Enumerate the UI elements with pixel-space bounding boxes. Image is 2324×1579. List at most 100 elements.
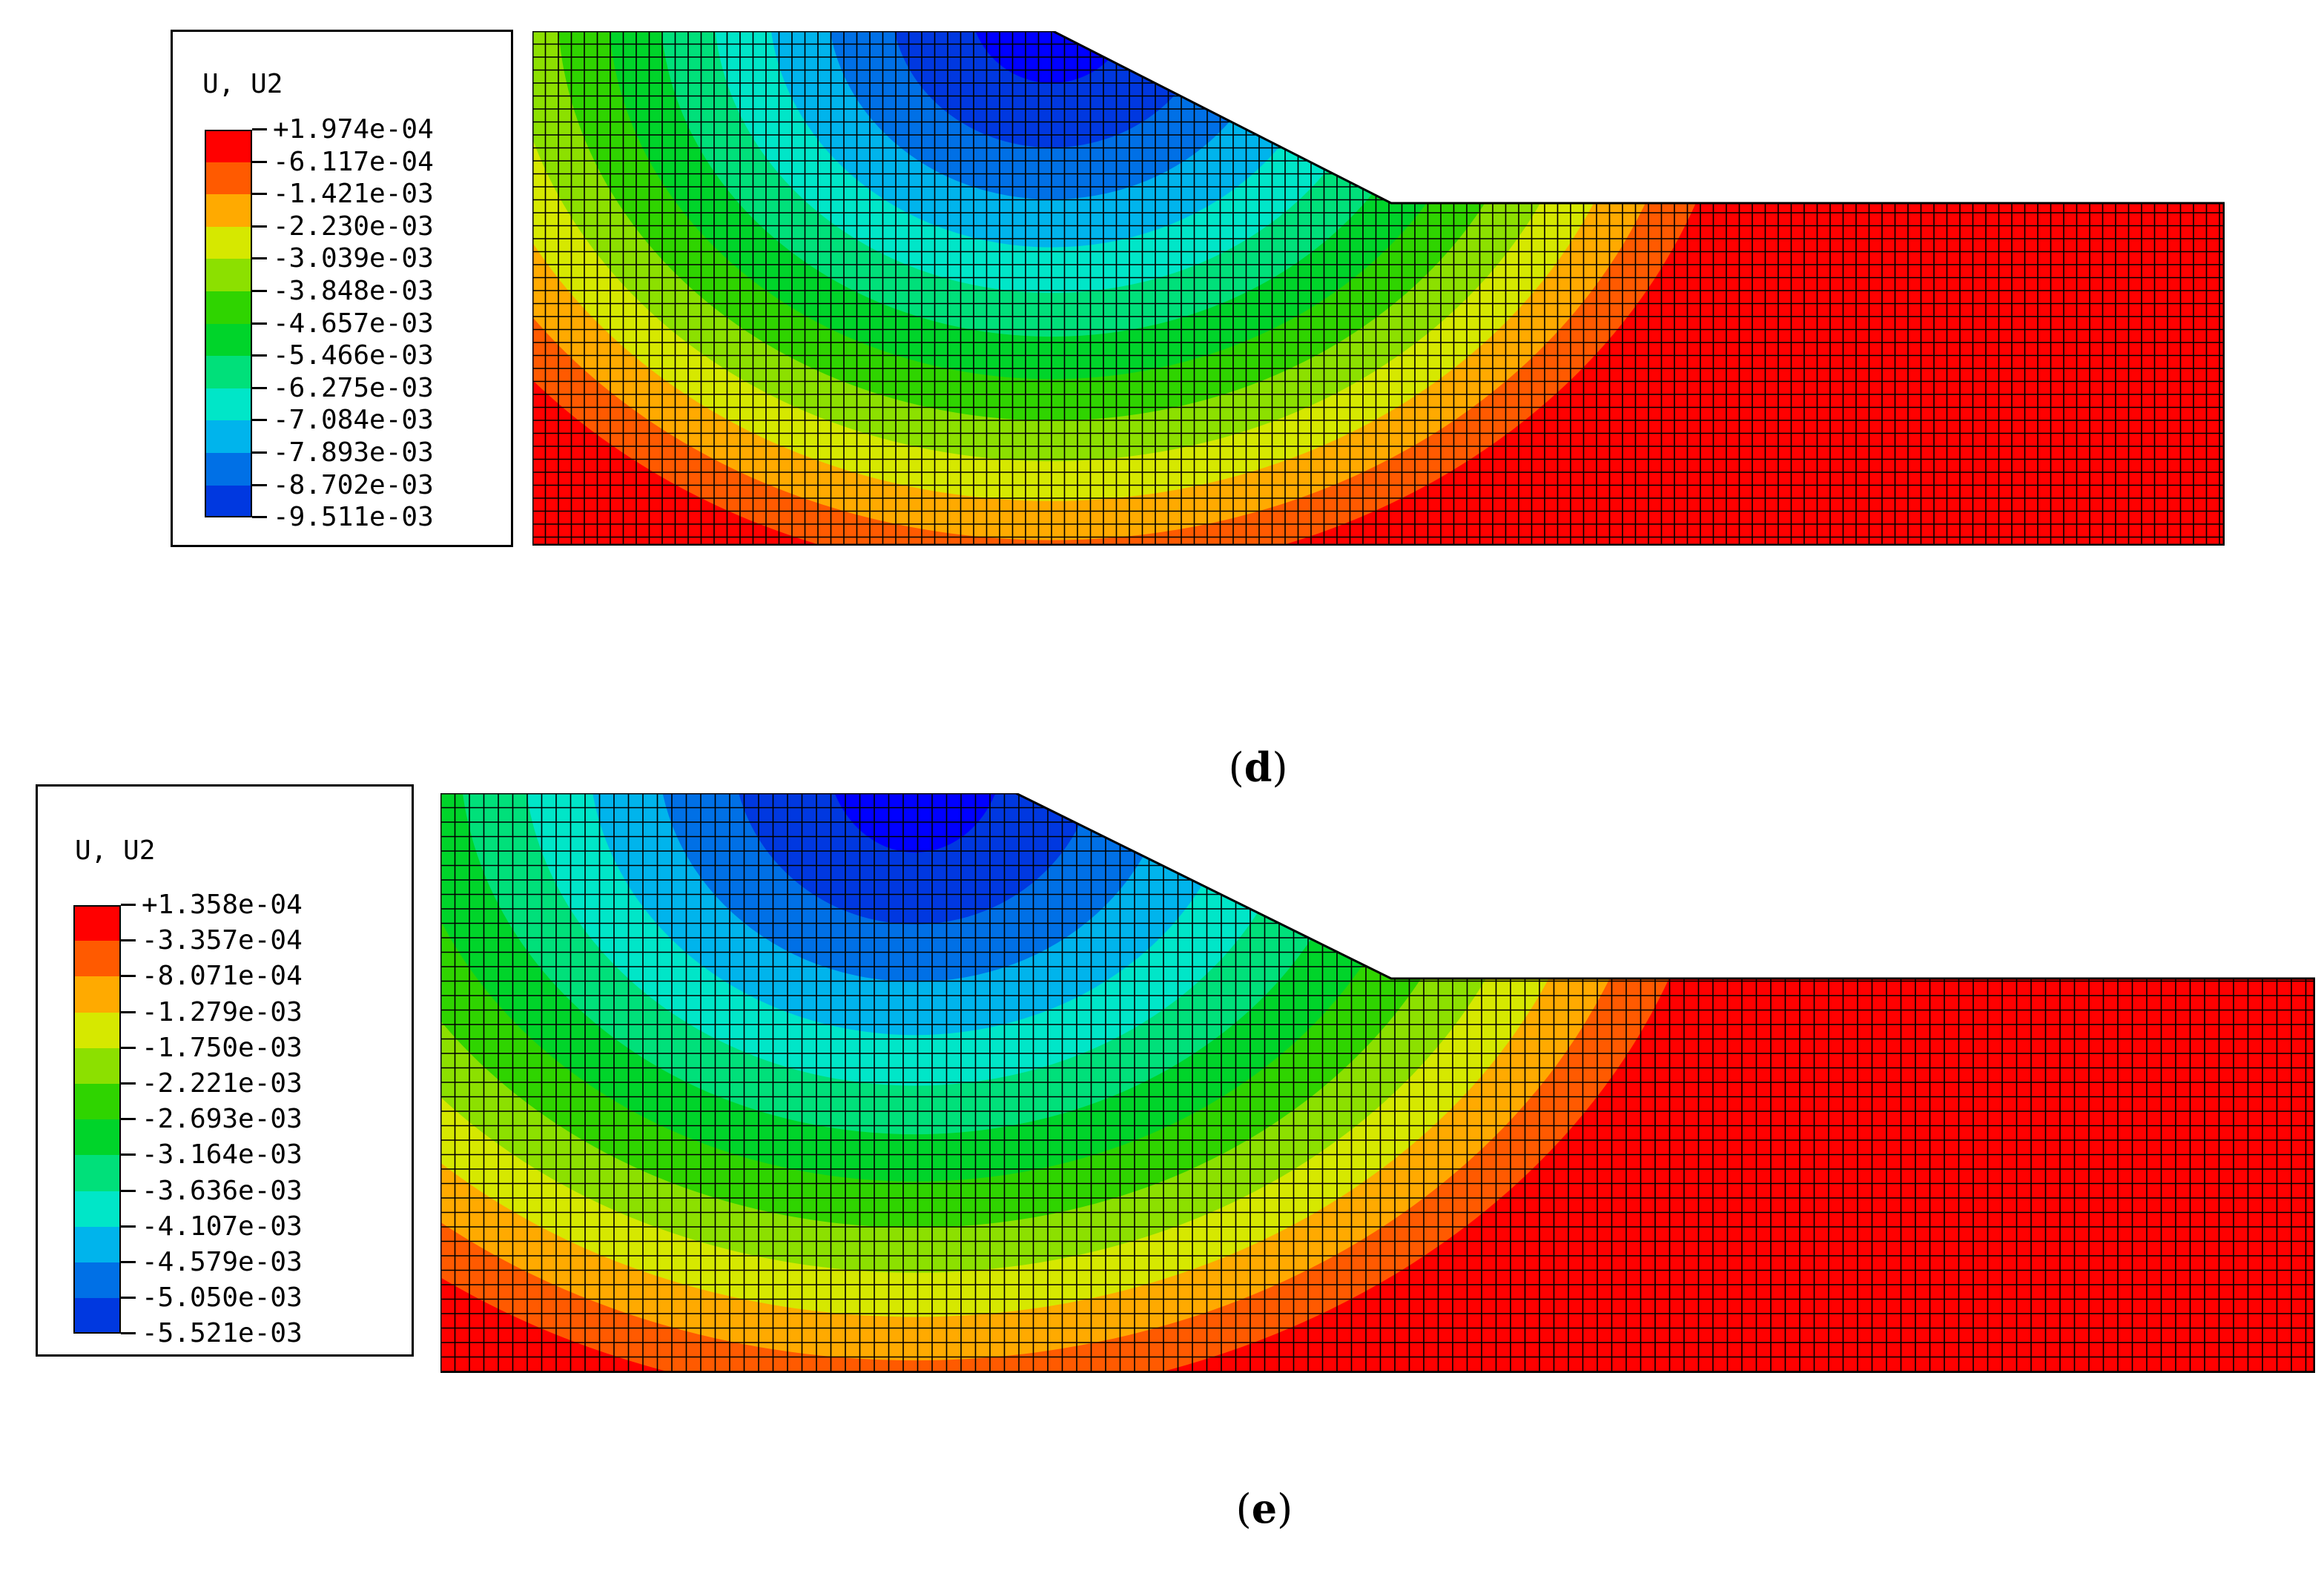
legend-tick	[121, 939, 136, 942]
legend-entry: -5.050e-03	[73, 1282, 400, 1334]
contour-band	[891, 31, 1212, 148]
legend-tick	[121, 1332, 136, 1335]
legend-entry: -1.279e-03	[73, 997, 400, 1048]
caption-e: (e)	[1185, 1438, 1293, 1579]
legend-swatch	[73, 1155, 121, 1191]
legend-label: -2.221e-03	[142, 1068, 303, 1099]
legend-tick	[121, 975, 136, 978]
legend-label: -8.071e-04	[142, 961, 303, 992]
legend-tick	[121, 1046, 136, 1049]
panel-e: U, U2 +1.358e-04 -3.357e-04 -8.071e-04 -1.2…	[0, 756, 2324, 1532]
legend-tick	[121, 1261, 136, 1263]
legend-swatch	[205, 388, 252, 421]
legend-scale-d: +1.974e-04 -6.117e-04 -1.421e-03 -2.230e-03…	[205, 114, 516, 552]
legend-tick	[121, 1225, 136, 1228]
legend-tick	[252, 128, 267, 130]
legend-entry: -3.164e-03	[73, 1139, 400, 1191]
legend-tick	[121, 1153, 136, 1156]
legend-tick	[121, 904, 136, 906]
legend-swatch	[205, 130, 252, 162]
legend-label: -1.279e-03	[142, 996, 303, 1027]
caption-e-close: )	[1277, 1486, 1293, 1532]
legend-swatch	[73, 905, 121, 941]
legend-title-d: U, U2	[202, 69, 283, 99]
domain-outline	[532, 31, 2225, 546]
legend-entry: -3.357e-04	[73, 925, 400, 977]
legend-tick	[252, 516, 267, 519]
legend-swatch	[205, 226, 252, 259]
domain-outline	[440, 793, 2315, 1373]
legend-d: U, U2 +1.974e-04 -6.117e-04 -1.421e-03 -2.2…	[171, 30, 513, 547]
legend-entry: +1.974e-04	[205, 114, 531, 162]
legend-entry: -3.636e-03	[73, 1176, 400, 1227]
legend-label: -5.050e-03	[142, 1282, 303, 1314]
legend-entry: -3.848e-03	[205, 276, 531, 324]
legend-bottom-edge	[205, 516, 252, 518]
caption-d-open: (	[1228, 744, 1244, 791]
legend-tick	[252, 322, 267, 325]
legend-label: -7.893e-03	[273, 437, 434, 468]
legend-entry: -3.039e-03	[205, 243, 531, 291]
legend-tick	[121, 1082, 136, 1085]
legend-swatch	[205, 194, 252, 227]
legend-tick	[252, 483, 267, 486]
legend-scale-e: +1.358e-04 -3.357e-04 -8.071e-04 -1.279e-03…	[73, 890, 407, 1350]
legend-entry: -4.107e-03	[73, 1211, 400, 1262]
legend-tick	[252, 354, 267, 357]
legend-tick	[252, 386, 267, 389]
legend-swatch	[205, 259, 252, 291]
legend-label: -4.579e-03	[142, 1247, 303, 1277]
legend-tick	[252, 419, 267, 422]
contour-plot-d	[532, 31, 2225, 546]
caption-e-letter: e	[1251, 1485, 1278, 1532]
legend-label: -3.636e-03	[142, 1175, 303, 1206]
legend-tick	[121, 1297, 136, 1300]
legend-label: +1.974e-04	[273, 114, 434, 145]
legend-label: -3.039e-03	[273, 243, 434, 274]
legend-label: -7.084e-03	[273, 405, 434, 436]
legend-entry: -8.071e-04	[73, 961, 400, 1013]
legend-tick	[252, 257, 267, 260]
legend-swatch	[205, 162, 252, 195]
contour-band	[826, 793, 1004, 853]
legend-swatch	[205, 420, 252, 453]
legend-label: -2.230e-03	[273, 211, 434, 242]
legend-entry: -7.084e-03	[205, 405, 531, 453]
legend-tick	[252, 160, 267, 163]
legend-swatch	[73, 1191, 121, 1227]
legend-tick	[121, 1010, 136, 1013]
legend-tick	[252, 193, 267, 196]
legend-entry: -5.466e-03	[205, 340, 531, 388]
legend-swatch	[205, 453, 252, 486]
legend-entry: -8.702e-03	[205, 470, 531, 518]
legend-entry: -2.221e-03	[73, 1068, 400, 1120]
legend-label: -3.848e-03	[273, 276, 434, 306]
legend-label: -5.466e-03	[273, 340, 434, 371]
legend-entry: -4.579e-03	[73, 1247, 400, 1299]
legend-entry: -6.117e-04	[205, 147, 531, 195]
legend-swatch	[73, 941, 121, 977]
legend-label: -4.107e-03	[142, 1211, 303, 1242]
legend-entry: +1.358e-04	[73, 890, 400, 941]
legend-swatch	[73, 1226, 121, 1262]
legend-label: -4.657e-03	[273, 308, 434, 339]
legend-swatch	[205, 356, 252, 388]
legend-entry: -2.693e-03	[73, 1104, 400, 1156]
legend-tick	[121, 1189, 136, 1192]
legend-label: +1.358e-04	[142, 890, 303, 920]
legend-swatch	[73, 1119, 121, 1156]
legend-label: -2.693e-03	[142, 1104, 303, 1135]
legend-label: -6.117e-04	[273, 146, 434, 177]
legend-title-e: U, U2	[75, 835, 156, 866]
legend-tick	[252, 225, 267, 228]
legend-swatch	[73, 1012, 121, 1048]
legend-label: -3.164e-03	[142, 1139, 303, 1171]
legend-tick	[252, 290, 267, 292]
legend-swatch	[73, 976, 121, 1013]
legend-swatch	[73, 1298, 121, 1334]
legend-label: -8.702e-03	[273, 469, 434, 500]
legend-entry: -2.230e-03	[205, 211, 531, 259]
legend-label: -6.275e-03	[273, 372, 434, 403]
legend-label: -9.511e-03	[273, 502, 434, 533]
legend-entry: -1.750e-03	[73, 1033, 400, 1084]
